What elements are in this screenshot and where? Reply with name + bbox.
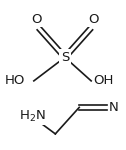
Text: O: O — [88, 13, 99, 26]
Text: N: N — [109, 101, 119, 114]
Text: HO: HO — [5, 74, 25, 87]
Text: H$_2$N: H$_2$N — [20, 109, 46, 124]
Text: O: O — [31, 13, 41, 26]
Text: S: S — [61, 51, 69, 64]
Text: OH: OH — [93, 74, 114, 87]
